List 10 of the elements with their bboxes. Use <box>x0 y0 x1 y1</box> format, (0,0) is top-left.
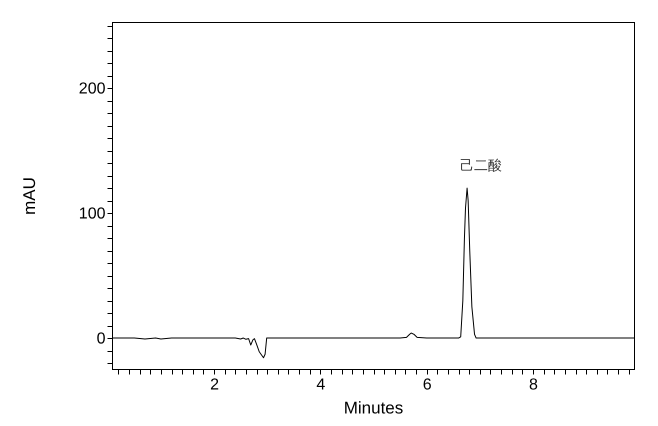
y-tick-label: 0 <box>96 330 106 348</box>
y-axis-title: mAU <box>20 177 39 215</box>
x-tick-label: 2 <box>210 376 220 394</box>
annotation: 己二酸 <box>460 157 502 174</box>
x-tick-label: 8 <box>529 376 538 394</box>
x-axis-title: Minutes <box>344 398 404 418</box>
y-tick-label: 200 <box>78 80 106 98</box>
y-tick-label: 100 <box>78 206 106 223</box>
x-tick-label: 4 <box>316 376 326 394</box>
x-tick-label: 6 <box>422 376 432 394</box>
